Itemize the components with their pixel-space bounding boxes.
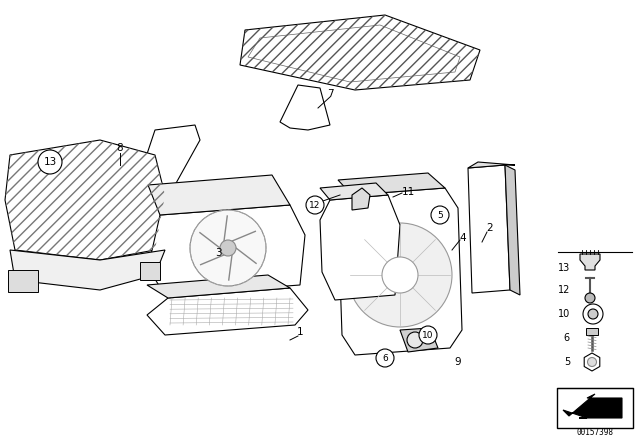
FancyBboxPatch shape [140, 262, 160, 280]
FancyBboxPatch shape [557, 388, 633, 428]
Text: 1: 1 [297, 327, 303, 337]
Text: 3: 3 [214, 248, 221, 258]
Polygon shape [584, 353, 600, 371]
Text: 4: 4 [460, 233, 467, 243]
Circle shape [348, 223, 452, 327]
Polygon shape [505, 165, 520, 295]
FancyBboxPatch shape [586, 328, 598, 335]
Polygon shape [5, 140, 165, 260]
Circle shape [419, 326, 437, 344]
Polygon shape [140, 125, 200, 190]
FancyBboxPatch shape [8, 270, 38, 292]
Polygon shape [147, 288, 308, 335]
Text: 6: 6 [382, 353, 388, 362]
Circle shape [588, 309, 598, 319]
Polygon shape [10, 250, 165, 290]
Circle shape [38, 150, 62, 174]
Polygon shape [338, 188, 462, 355]
Circle shape [431, 206, 449, 224]
Text: 2: 2 [486, 223, 493, 233]
Polygon shape [240, 15, 480, 90]
Text: 5: 5 [437, 211, 443, 220]
Polygon shape [468, 162, 515, 168]
Text: 12: 12 [309, 201, 321, 210]
Circle shape [407, 332, 423, 348]
Polygon shape [338, 173, 445, 195]
Text: 5: 5 [564, 357, 570, 367]
Text: 13: 13 [557, 263, 570, 273]
Text: 11: 11 [401, 187, 415, 197]
Polygon shape [147, 275, 290, 298]
Polygon shape [320, 183, 388, 200]
Text: 8: 8 [116, 143, 124, 153]
Polygon shape [352, 188, 370, 210]
Circle shape [588, 358, 596, 366]
Text: 12: 12 [557, 285, 570, 295]
Circle shape [190, 210, 266, 286]
Polygon shape [468, 165, 510, 293]
Polygon shape [148, 205, 305, 295]
Polygon shape [320, 195, 400, 300]
Circle shape [306, 196, 324, 214]
Polygon shape [400, 328, 438, 352]
Text: 13: 13 [44, 157, 56, 167]
Polygon shape [148, 175, 290, 215]
Polygon shape [563, 394, 622, 418]
Circle shape [220, 240, 236, 256]
Text: 6: 6 [564, 333, 570, 343]
Circle shape [585, 293, 595, 303]
Circle shape [583, 304, 603, 324]
Text: 10: 10 [557, 309, 570, 319]
Polygon shape [580, 254, 600, 270]
Circle shape [376, 349, 394, 367]
Polygon shape [280, 85, 330, 130]
Text: 7: 7 [326, 89, 333, 99]
Text: 00157398: 00157398 [577, 427, 614, 436]
Text: 10: 10 [422, 331, 434, 340]
Circle shape [382, 257, 418, 293]
Text: 9: 9 [454, 357, 461, 367]
